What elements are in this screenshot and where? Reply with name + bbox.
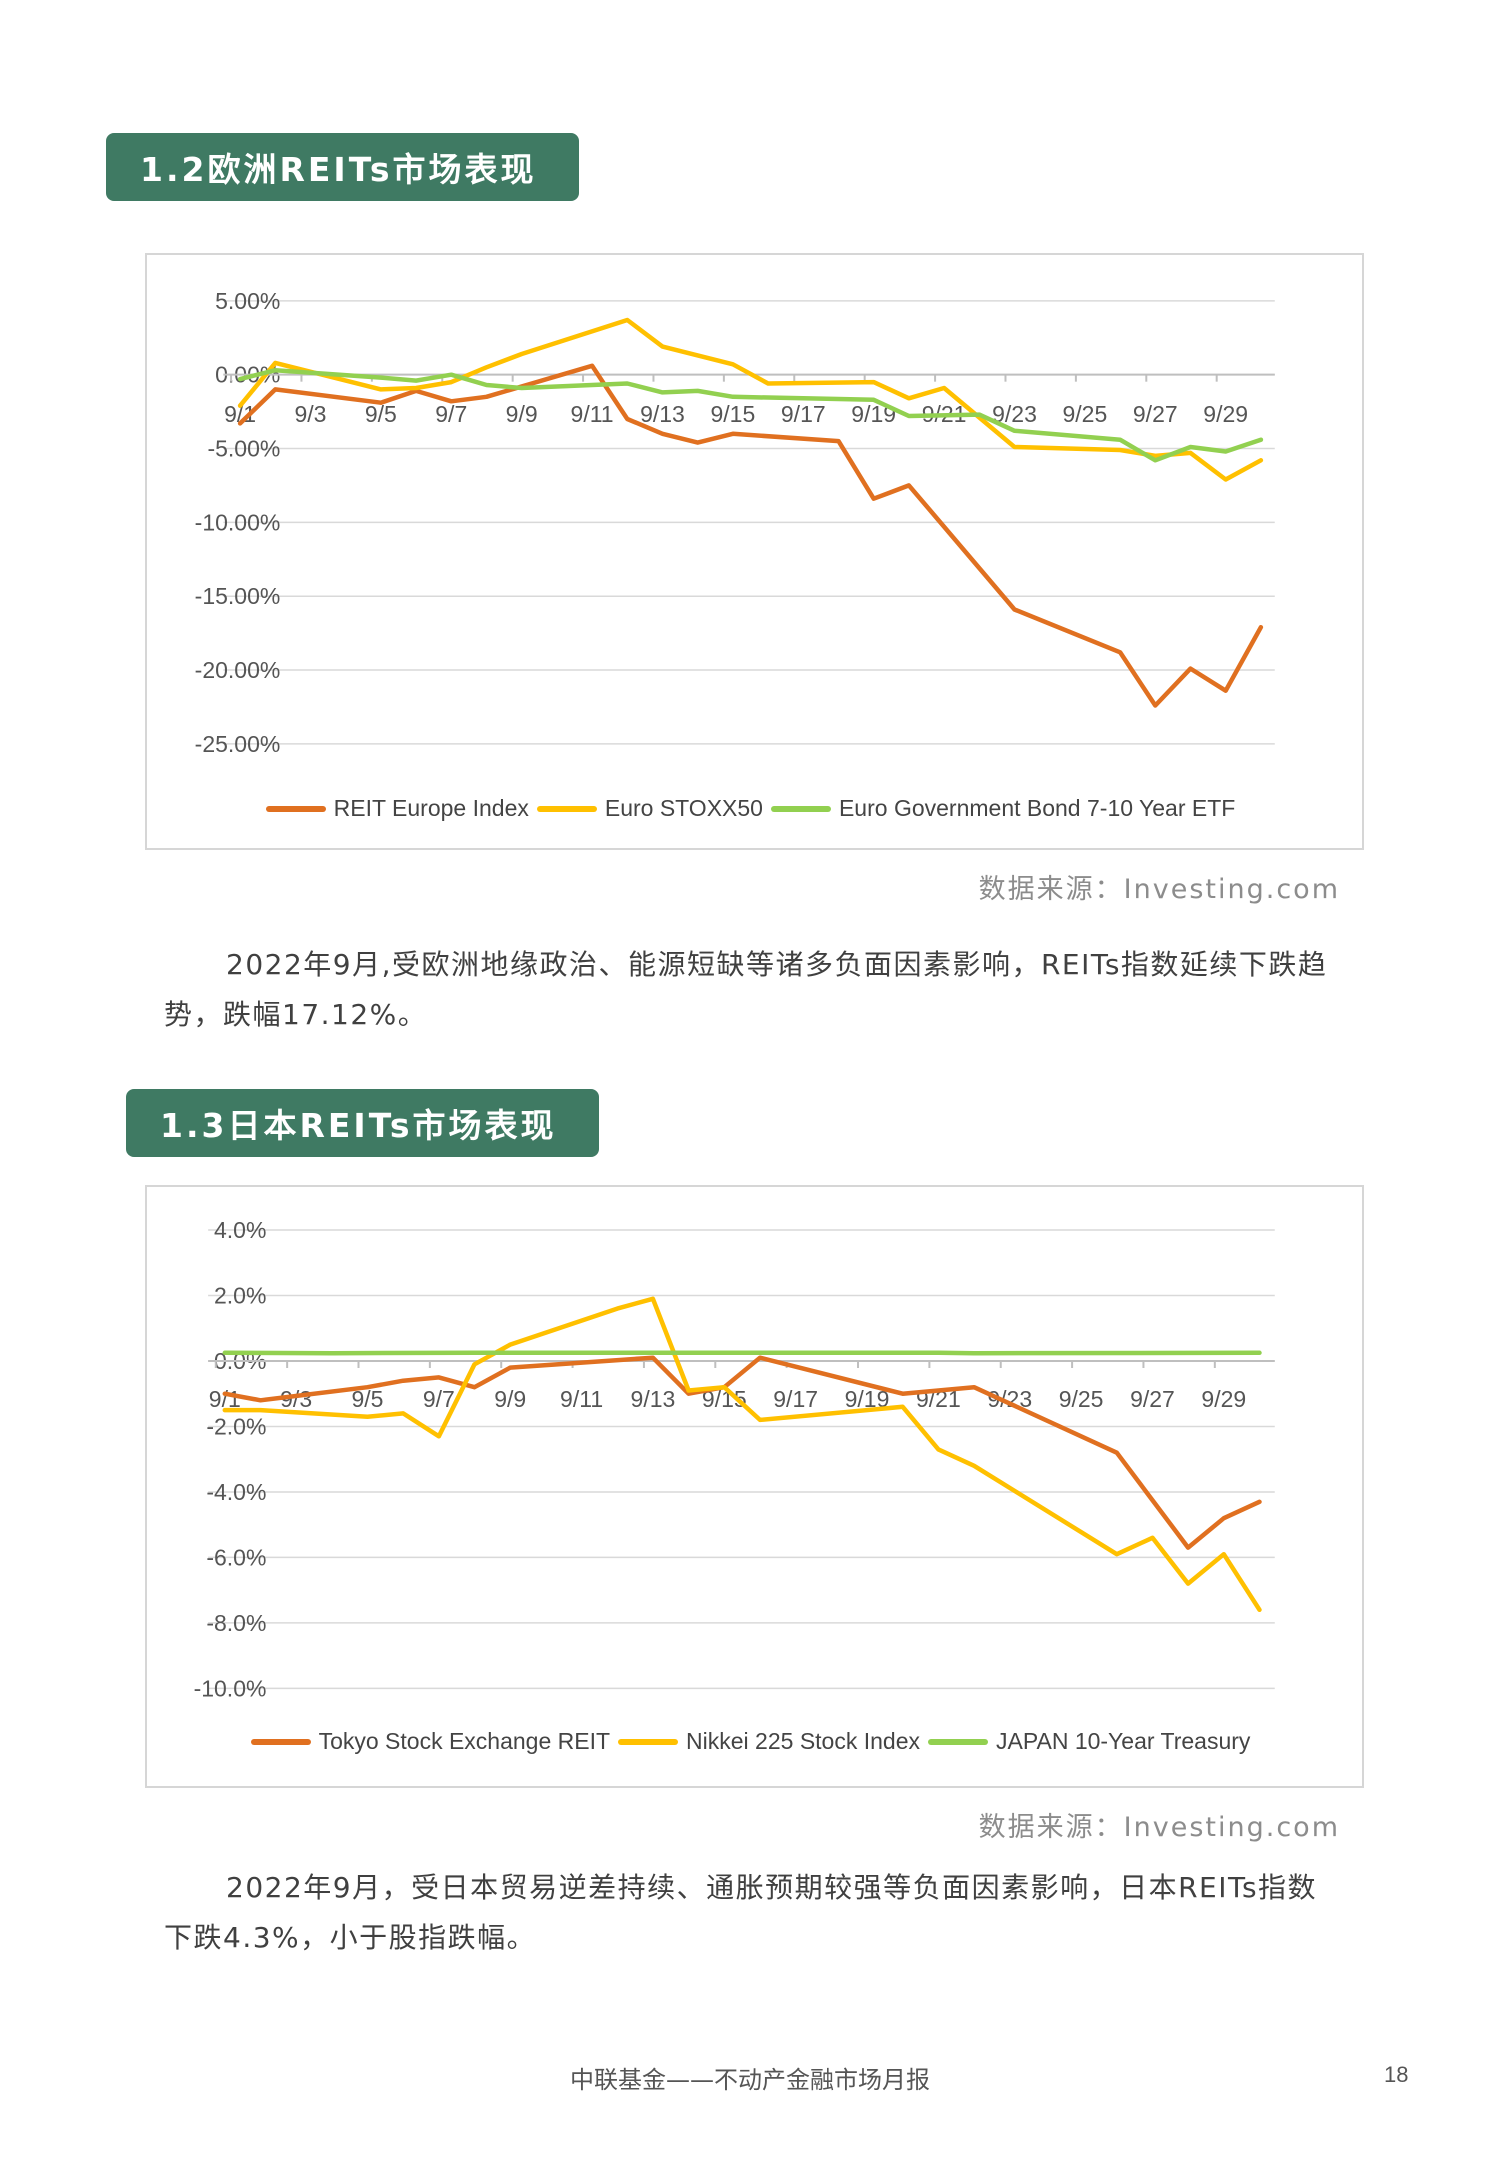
- legend-swatch-reit-europe: [265, 805, 326, 812]
- page-number: 18: [1384, 2062, 1409, 2087]
- legend-item: Euro Government Bond 7-10 Year ETF: [770, 795, 1236, 822]
- chart-europe-svg: 5.00%0.00%-5.00%-10.00%-15.00%-20.00%-25…: [195, 288, 1275, 757]
- legend-item: JAPAN 10-Year Treasury: [928, 1728, 1250, 1755]
- legend-swatch-tokyo-reit: [250, 1738, 311, 1745]
- x-tick-label: 9/11: [560, 1386, 603, 1412]
- x-tick-label: 9/17: [773, 1386, 818, 1412]
- y-tick-label: -25.00%: [195, 731, 281, 757]
- y-tick-label: -8.0%: [206, 1610, 266, 1636]
- x-tick-label: 9/25: [1059, 1386, 1104, 1412]
- legend-swatch-nikkei-225: [618, 1738, 679, 1745]
- y-tick-label: -20.00%: [195, 657, 281, 683]
- legend-label: Euro Government Bond 7-10 Year ETF: [838, 795, 1236, 821]
- x-tick-label: 9/11: [571, 401, 614, 427]
- y-tick-label: -15.00%: [195, 583, 281, 609]
- x-tick-label: 9/25: [1063, 401, 1108, 427]
- legend-label: REIT Europe Index: [333, 795, 529, 821]
- series-line: [222, 1296, 1262, 1613]
- legend-item: Euro STOXX50: [536, 795, 763, 822]
- legend-swatch-japan-10y: [928, 1738, 988, 1745]
- x-tick-label: 9/7: [423, 1386, 455, 1412]
- chart-europe-legend: REIT Europe Index Euro STOXX50 Euro Gove…: [147, 795, 1362, 822]
- legend-label: Euro STOXX50: [604, 795, 763, 821]
- chart-japan-svg: 4.0%2.0%0.0%-2.0%-4.0%-6.0%-8.0%-10.0%9/…: [194, 1217, 1275, 1701]
- legend-item: Nikkei 225 Stock Index: [618, 1728, 920, 1755]
- series-line: [237, 363, 1264, 708]
- x-tick-label: 9/13: [631, 1386, 676, 1412]
- x-tick-label: 9/5: [365, 401, 397, 427]
- chart-japan-legend: Tokyo Stock Exchange REIT Nikkei 225 Sto…: [147, 1728, 1362, 1755]
- section-heading-europe: 1.2欧洲REITs市场表现: [106, 133, 579, 201]
- series-line: [237, 367, 1264, 463]
- chart-europe-reits: 5.00% 0.00% -5.00% -10.00% -15.00% -20.00% -25…: [145, 253, 1364, 850]
- x-tick-label: 9/13: [640, 401, 685, 427]
- x-tick-label: 9/15: [710, 401, 755, 427]
- y-tick-label: -5.00%: [207, 436, 280, 462]
- footer-report-title: 中联基金——不动产金融市场月报: [570, 2066, 930, 2094]
- y-tick-label: -10.0%: [194, 1675, 267, 1701]
- paragraph-europe: 2022年9月,受欧洲地缘政治、能源短缺等诸多负面因素影响，REITs指数延续下…: [164, 948, 1328, 1031]
- chart-japan-reits: 4.0% 2.0% 0.0% -2.0% -4.0% -6.0% -8.0% -10.0% 9/…: [145, 1185, 1364, 1788]
- x-tick-label: 9/9: [494, 1386, 526, 1412]
- data-source-europe: 数据来源：Investing.com: [978, 874, 1340, 905]
- legend-label: JAPAN 10-Year Treasury: [996, 1728, 1251, 1754]
- legend-swatch-euro-gov-bond: [770, 805, 831, 812]
- legend-swatch-euro-stoxx50: [536, 805, 597, 812]
- y-tick-label: 5.00%: [215, 288, 280, 314]
- x-tick-label: 9/27: [1130, 1386, 1175, 1412]
- y-tick-label: 4.0%: [214, 1217, 266, 1243]
- x-tick-label: 9/17: [781, 401, 826, 427]
- x-tick-label: 9/27: [1133, 401, 1178, 427]
- legend-item: Tokyo Stock Exchange REIT: [250, 1728, 611, 1755]
- y-tick-label: -2.0%: [206, 1413, 266, 1439]
- legend-label: Tokyo Stock Exchange REIT: [318, 1728, 611, 1754]
- x-tick-label: 9/9: [506, 401, 538, 427]
- legend-item: REIT Europe Index: [265, 795, 529, 822]
- x-tick-label: 9/1: [209, 1386, 241, 1412]
- y-tick-label: -10.00%: [195, 509, 281, 535]
- x-tick-label: 9/3: [294, 401, 326, 427]
- x-tick-label: 9/29: [1201, 1386, 1246, 1412]
- y-tick-label: -4.0%: [206, 1479, 266, 1505]
- y-tick-label: -6.0%: [206, 1544, 266, 1570]
- legend-label: Nikkei 225 Stock Index: [686, 1728, 920, 1754]
- data-source-japan: 数据来源：Investing.com: [978, 1812, 1340, 1843]
- paragraph-japan: 2022年9月，受日本贸易逆差持续、通胀预期较强等负面因素影响，日本REITs指…: [164, 1871, 1318, 1954]
- x-tick-label: 9/7: [435, 401, 467, 427]
- y-tick-label: 2.0%: [214, 1283, 266, 1309]
- section-heading-japan: 1.3日本REITs市场表现: [126, 1089, 599, 1157]
- x-tick-label: 9/29: [1203, 401, 1248, 427]
